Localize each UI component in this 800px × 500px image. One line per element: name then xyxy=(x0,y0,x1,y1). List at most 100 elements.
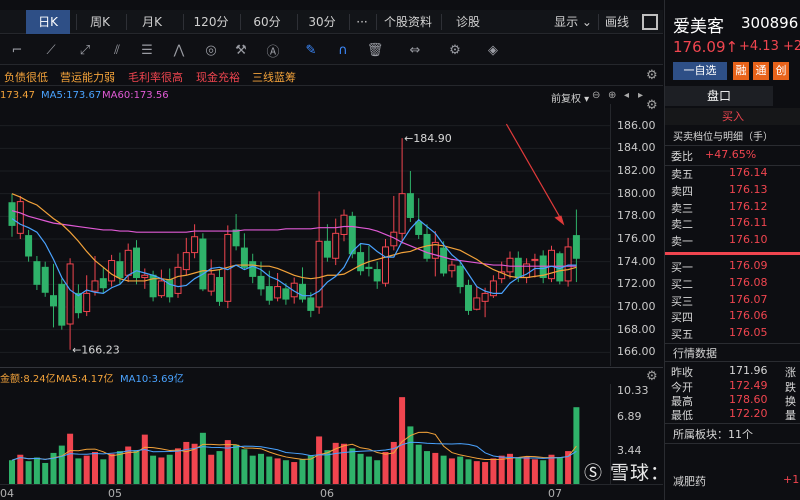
sector-name[interactable]: 减肥药 xyxy=(673,475,706,488)
candle-body[interactable] xyxy=(448,264,456,272)
candle-body[interactable] xyxy=(465,284,472,311)
candle-body[interactable] xyxy=(481,292,489,302)
volume-bar[interactable] xyxy=(523,456,530,484)
candle-body[interactable] xyxy=(473,297,481,310)
candle-body[interactable] xyxy=(365,266,373,269)
layers-icon[interactable]: ◈ xyxy=(488,42,498,58)
volume-bar[interactable] xyxy=(424,451,430,484)
candle-body[interactable] xyxy=(456,265,464,288)
parallel-lines-icon[interactable]: ⫽ xyxy=(114,42,120,58)
settings-icon[interactable]: ⚙ xyxy=(449,42,461,58)
candle-body[interactable] xyxy=(431,241,439,259)
volume-bar[interactable] xyxy=(465,459,472,484)
volume-bar[interactable] xyxy=(75,458,82,484)
volume-bar[interactable] xyxy=(166,454,173,484)
tab-month-k[interactable]: 月K xyxy=(142,15,162,29)
buy-4[interactable]: 买四 176.06 xyxy=(671,309,768,324)
candle-body[interactable] xyxy=(315,240,323,308)
volume-bar[interactable] xyxy=(241,449,248,484)
fan-line-icon[interactable]: ⟋ xyxy=(46,42,56,58)
volume-bar[interactable] xyxy=(407,426,414,484)
adjust-dropdown[interactable]: 前复权 ▾ xyxy=(551,94,590,105)
segment-icon[interactable]: ⤢ xyxy=(79,42,91,58)
sell-5[interactable]: 卖五 176.14 xyxy=(671,166,768,181)
scroll-left-icon[interactable]: ◂ xyxy=(624,90,630,101)
candle-body[interactable] xyxy=(16,201,24,234)
volume-bar[interactable] xyxy=(224,440,231,484)
candle-body[interactable] xyxy=(340,214,348,235)
volume-chart[interactable] xyxy=(0,384,610,484)
volume-bar[interactable] xyxy=(183,441,190,484)
candle-body[interactable] xyxy=(373,269,381,282)
volume-bar[interactable] xyxy=(390,441,397,484)
volume-bar[interactable] xyxy=(399,397,406,484)
volume-bar[interactable] xyxy=(141,434,148,484)
volume-bar[interactable] xyxy=(17,454,24,484)
candle-body[interactable] xyxy=(74,292,82,314)
volume-bar[interactable] xyxy=(573,407,580,484)
buy-1[interactable]: 买一 176.09 xyxy=(671,259,768,274)
volume-settings-icon[interactable]: ⚙ xyxy=(646,369,658,384)
candle-body[interactable] xyxy=(8,202,16,226)
volume-bar[interactable] xyxy=(556,457,563,484)
volume-bar[interactable] xyxy=(349,448,356,484)
volume-bar[interactable] xyxy=(249,455,256,484)
volume-bar[interactable] xyxy=(175,448,181,484)
pen-icon[interactable]: ✎ xyxy=(305,42,317,58)
candle-body[interactable] xyxy=(299,283,306,300)
candle-body[interactable] xyxy=(182,252,190,271)
volume-bar[interactable] xyxy=(92,452,98,484)
tab-stock-profile[interactable]: 个股资料 xyxy=(383,15,432,29)
chart-settings-icon[interactable]: ⚙ xyxy=(646,98,658,113)
fibonacci-icon[interactable]: ☰ xyxy=(141,42,153,58)
sell-4[interactable]: 卖四 176.13 xyxy=(671,183,768,198)
volume-bar[interactable] xyxy=(191,443,198,484)
candle-body[interactable] xyxy=(133,247,140,279)
volume-bar[interactable] xyxy=(341,443,347,484)
tags-settings-icon[interactable]: ⚙ xyxy=(646,68,658,83)
tab-diagnose[interactable]: 诊股 xyxy=(455,15,480,29)
zoom-in-icon[interactable]: ⊕ xyxy=(608,90,617,101)
volume-bar[interactable] xyxy=(258,453,264,484)
candle-body[interactable] xyxy=(116,261,124,279)
cycle-icon[interactable]: ◎ xyxy=(205,42,217,58)
candle-body[interactable] xyxy=(108,260,116,282)
candle-body[interactable] xyxy=(157,280,165,297)
candle-body[interactable] xyxy=(66,263,74,325)
crosshair-icon[interactable]: ⌐ xyxy=(11,42,23,58)
volume-bar[interactable] xyxy=(548,454,555,484)
volume-bar[interactable] xyxy=(316,436,323,484)
candle-body[interactable] xyxy=(249,261,257,277)
candle-body[interactable] xyxy=(240,247,248,268)
volume-bar[interactable] xyxy=(67,433,74,484)
volume-bar[interactable] xyxy=(498,455,505,484)
volume-bar[interactable] xyxy=(531,459,538,484)
volume-bar[interactable] xyxy=(365,456,372,484)
candle-body[interactable] xyxy=(33,261,41,285)
volume-bar[interactable] xyxy=(50,452,57,484)
volume-bar[interactable] xyxy=(490,458,497,484)
candle-body[interactable] xyxy=(216,277,223,302)
maximize-icon[interactable] xyxy=(642,14,658,30)
sell-1[interactable]: 卖一 176.10 xyxy=(671,233,768,248)
candle-body[interactable] xyxy=(398,193,406,234)
volume-bar[interactable] xyxy=(507,453,513,484)
candle-body[interactable] xyxy=(83,292,91,313)
volume-bar[interactable] xyxy=(83,455,90,484)
volume-bar[interactable] xyxy=(299,459,306,484)
sell-2[interactable]: 卖二 176.11 xyxy=(671,216,768,231)
volume-bar[interactable] xyxy=(432,452,439,484)
candle-body[interactable] xyxy=(506,257,514,273)
volume-bar[interactable] xyxy=(457,456,464,484)
draw-line-button[interactable]: 画线 xyxy=(604,15,629,29)
candle-body[interactable] xyxy=(199,238,207,290)
volume-bar[interactable] xyxy=(216,451,223,484)
candle-body[interactable] xyxy=(406,193,414,218)
volume-bar[interactable] xyxy=(125,446,132,484)
volume-bar[interactable] xyxy=(199,432,206,484)
candle-body[interactable] xyxy=(415,221,423,235)
volume-bar[interactable] xyxy=(58,445,65,484)
expand-icon[interactable]: ⇔ xyxy=(409,42,421,58)
volume-bar[interactable] xyxy=(540,460,547,484)
candle-body[interactable] xyxy=(282,288,290,300)
